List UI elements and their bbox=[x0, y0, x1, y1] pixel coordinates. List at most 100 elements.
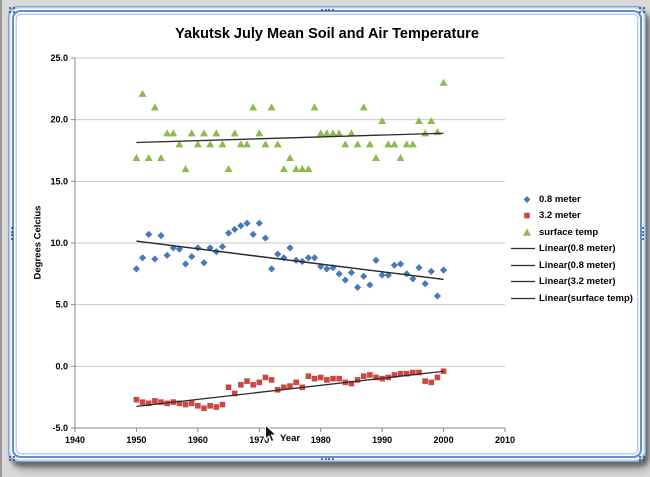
data-point-surface-temp[interactable] bbox=[206, 140, 215, 148]
data-point-surface-temp[interactable] bbox=[150, 103, 159, 111]
data-point-3-2-meter[interactable] bbox=[317, 374, 324, 381]
data-point-0-8-meter[interactable] bbox=[335, 270, 343, 278]
data-point-0-8-meter[interactable] bbox=[304, 254, 313, 262]
data-point-3-2-meter[interactable] bbox=[176, 400, 183, 407]
data-point-surface-temp[interactable] bbox=[163, 129, 172, 137]
data-point-surface-temp[interactable] bbox=[353, 140, 362, 148]
selection-handle-bottom-center[interactable] bbox=[321, 457, 334, 460]
data-point-3-2-meter[interactable] bbox=[262, 374, 269, 381]
data-point-3-2-meter[interactable] bbox=[287, 383, 293, 389]
chart-title[interactable]: Yakutsk July Mean Soil and Air Temperatu… bbox=[175, 26, 479, 42]
data-point-0-8-meter[interactable] bbox=[280, 254, 288, 262]
data-point-surface-temp[interactable] bbox=[193, 140, 202, 148]
data-point-surface-temp[interactable] bbox=[329, 129, 337, 137]
data-point-0-8-meter[interactable] bbox=[390, 261, 399, 269]
data-point-surface-temp[interactable] bbox=[292, 165, 301, 173]
data-point-surface-temp[interactable] bbox=[169, 129, 178, 137]
x-axis-title[interactable]: Year bbox=[280, 433, 301, 444]
data-point-3-2-meter[interactable] bbox=[324, 377, 330, 383]
data-point-0-8-meter[interactable] bbox=[439, 266, 448, 274]
data-point-surface-temp[interactable] bbox=[415, 117, 423, 124]
data-point-0-8-meter[interactable] bbox=[341, 276, 349, 284]
data-point-0-8-meter[interactable] bbox=[433, 292, 442, 300]
data-point-3-2-meter[interactable] bbox=[403, 370, 410, 377]
data-point-0-8-meter[interactable] bbox=[157, 232, 165, 240]
data-point-3-2-meter[interactable] bbox=[311, 375, 318, 382]
data-point-3-2-meter[interactable] bbox=[330, 375, 336, 382]
selection-handle-middle-left[interactable] bbox=[10, 227, 13, 240]
data-point-3-2-meter[interactable] bbox=[133, 396, 140, 403]
data-point-0-8-meter[interactable] bbox=[421, 280, 429, 288]
data-point-surface-temp[interactable] bbox=[236, 140, 245, 148]
legend-item[interactable]: Linear(surface temp) bbox=[510, 290, 633, 307]
data-point-surface-temp[interactable] bbox=[181, 165, 190, 173]
data-point-0-8-meter[interactable] bbox=[231, 225, 239, 234]
data-point-3-2-meter[interactable] bbox=[244, 378, 250, 384]
legend-item[interactable]: Linear(0.8 meter) bbox=[510, 241, 633, 258]
data-point-surface-temp[interactable] bbox=[255, 129, 264, 137]
data-point-0-8-meter[interactable] bbox=[366, 281, 374, 289]
data-point-surface-temp[interactable] bbox=[322, 129, 331, 137]
legend-item[interactable]: 3.2 meter bbox=[510, 208, 633, 225]
data-point-surface-temp[interactable] bbox=[200, 129, 208, 137]
data-point-3-2-meter[interactable] bbox=[231, 390, 238, 397]
data-point-surface-temp[interactable] bbox=[243, 140, 251, 148]
data-point-3-2-meter[interactable] bbox=[219, 401, 226, 408]
data-point-surface-temp[interactable] bbox=[286, 154, 294, 161]
data-point-surface-temp[interactable] bbox=[341, 140, 350, 148]
data-point-surface-temp[interactable] bbox=[408, 140, 417, 148]
data-point-0-8-meter[interactable] bbox=[310, 254, 319, 262]
data-point-surface-temp[interactable] bbox=[279, 165, 288, 173]
data-point-0-8-meter[interactable] bbox=[255, 219, 263, 227]
data-point-0-8-meter[interactable] bbox=[181, 260, 190, 268]
data-point-surface-temp[interactable] bbox=[267, 103, 276, 111]
data-point-surface-temp[interactable] bbox=[212, 129, 221, 137]
data-point-0-8-meter[interactable] bbox=[218, 243, 227, 251]
data-point-3-2-meter[interactable] bbox=[256, 379, 263, 386]
data-point-3-2-meter[interactable] bbox=[293, 379, 299, 386]
trendline-linear-3-2-meter-[interactable] bbox=[136, 370, 444, 408]
data-point-3-2-meter[interactable] bbox=[207, 403, 213, 409]
data-point-0-8-meter[interactable] bbox=[224, 229, 233, 237]
data-point-3-2-meter[interactable] bbox=[410, 369, 416, 376]
data-point-3-2-meter[interactable] bbox=[188, 400, 195, 407]
data-point-3-2-meter[interactable] bbox=[391, 372, 398, 378]
data-point-0-8-meter[interactable] bbox=[249, 230, 257, 238]
data-point-3-2-meter[interactable] bbox=[281, 384, 287, 391]
data-point-surface-temp[interactable] bbox=[224, 165, 233, 173]
data-point-3-2-meter[interactable] bbox=[158, 399, 164, 405]
data-point-0-8-meter[interactable] bbox=[237, 222, 245, 230]
data-point-3-2-meter[interactable] bbox=[305, 373, 312, 379]
data-point-0-8-meter[interactable] bbox=[378, 271, 386, 279]
data-point-3-2-meter[interactable] bbox=[145, 400, 152, 407]
data-point-3-2-meter[interactable] bbox=[195, 403, 201, 409]
data-point-surface-temp[interactable] bbox=[298, 165, 307, 173]
data-point-3-2-meter[interactable] bbox=[336, 375, 342, 382]
data-point-3-2-meter[interactable] bbox=[139, 399, 146, 405]
data-point-3-2-meter[interactable] bbox=[225, 384, 232, 391]
data-point-0-8-meter[interactable] bbox=[145, 230, 153, 238]
legend-item[interactable]: Linear(0.8 meter) bbox=[510, 257, 633, 274]
data-point-surface-temp[interactable] bbox=[132, 154, 141, 161]
data-point-surface-temp[interactable] bbox=[427, 117, 436, 124]
data-point-surface-temp[interactable] bbox=[347, 129, 356, 137]
data-point-0-8-meter[interactable] bbox=[267, 265, 276, 273]
data-point-0-8-meter[interactable] bbox=[286, 244, 294, 252]
data-point-0-8-meter[interactable] bbox=[347, 269, 356, 277]
data-point-0-8-meter[interactable] bbox=[261, 234, 270, 242]
data-point-3-2-meter[interactable] bbox=[367, 372, 373, 378]
data-point-3-2-meter[interactable] bbox=[434, 374, 441, 381]
data-point-surface-temp[interactable] bbox=[187, 129, 196, 137]
data-point-surface-temp[interactable] bbox=[144, 154, 153, 161]
data-point-surface-temp[interactable] bbox=[378, 117, 387, 124]
data-point-surface-temp[interactable] bbox=[249, 103, 258, 111]
data-point-surface-temp[interactable] bbox=[138, 89, 147, 97]
data-point-3-2-meter[interactable] bbox=[397, 370, 404, 377]
data-point-3-2-meter[interactable] bbox=[428, 379, 435, 386]
data-point-surface-temp[interactable] bbox=[384, 140, 393, 148]
data-point-surface-temp[interactable] bbox=[310, 103, 319, 111]
data-point-surface-temp[interactable] bbox=[218, 140, 227, 148]
data-point-surface-temp[interactable] bbox=[230, 129, 239, 137]
data-point-0-8-meter[interactable] bbox=[323, 265, 331, 273]
data-point-0-8-meter[interactable] bbox=[151, 255, 159, 263]
